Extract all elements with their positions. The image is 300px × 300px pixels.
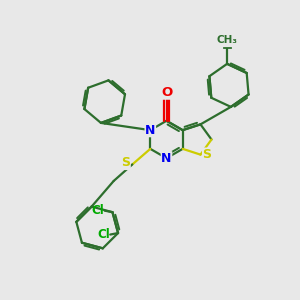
Text: Cl: Cl bbox=[97, 228, 110, 241]
Text: CH₃: CH₃ bbox=[217, 35, 238, 45]
Text: S: S bbox=[202, 148, 211, 161]
Text: N: N bbox=[161, 152, 172, 165]
Text: Cl: Cl bbox=[92, 204, 104, 217]
Text: S: S bbox=[121, 157, 130, 169]
Text: N: N bbox=[145, 124, 155, 136]
Text: O: O bbox=[161, 86, 172, 99]
